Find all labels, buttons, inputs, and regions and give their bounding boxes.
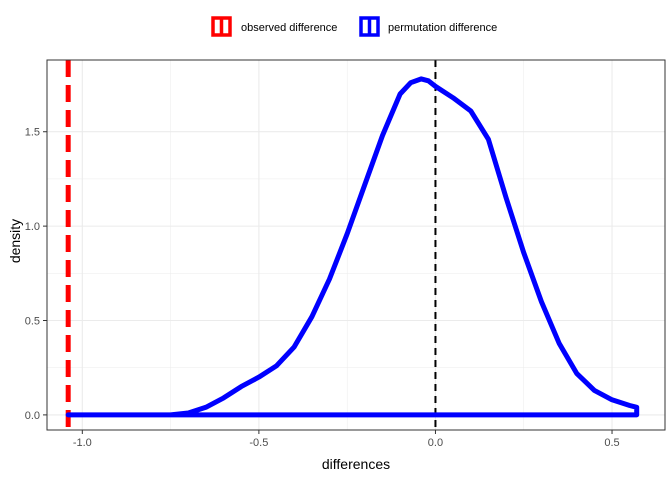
legend-label-observed-difference: observed difference bbox=[241, 22, 337, 34]
legend: observed difference permutation differen… bbox=[211, 16, 497, 37]
y-axis: 0.0 0.5 1.0 1.5 bbox=[25, 127, 47, 422]
x-tick-label: 0.5 bbox=[604, 437, 619, 449]
x-axis: -1.0 -0.5 0.0 0.5 bbox=[73, 430, 620, 449]
y-tick-label: 0.0 bbox=[25, 410, 40, 422]
x-tick-label: -1.0 bbox=[73, 437, 92, 449]
x-axis-title: differences bbox=[322, 456, 390, 472]
legend-item-observed-difference: observed difference bbox=[211, 16, 337, 37]
legend-label-permutation-difference: permutation difference bbox=[388, 22, 497, 34]
x-tick-label: 0.0 bbox=[428, 437, 443, 449]
grid-lines bbox=[47, 60, 665, 430]
y-axis-title: density bbox=[7, 219, 23, 263]
plot-marks bbox=[65, 60, 640, 430]
permutation-difference-density-line bbox=[65, 76, 640, 418]
x-tick-label: -0.5 bbox=[249, 437, 268, 449]
y-tick-label: 1.0 bbox=[25, 221, 40, 233]
y-tick-label: 1.5 bbox=[25, 127, 40, 139]
panel-border bbox=[46, 59, 666, 431]
legend-item-permutation-difference: permutation difference bbox=[359, 16, 497, 37]
y-tick-label: 0.5 bbox=[25, 316, 40, 328]
